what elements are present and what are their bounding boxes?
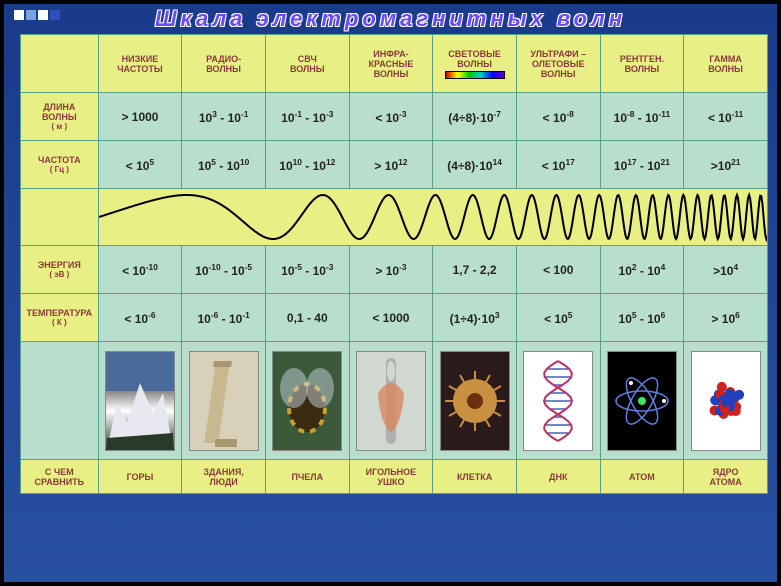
col-header: РЕНТГЕН.ВОЛНЫ xyxy=(600,35,684,93)
wave-row xyxy=(21,189,768,246)
value-cell: (4÷8)·1014 xyxy=(433,141,517,189)
value-cell: 10-10 - 10-5 xyxy=(182,246,266,294)
compare-cell: ГОРЫ xyxy=(98,460,182,494)
value-cell: < 10-6 xyxy=(98,294,182,342)
col-header: РАДИО-ВОЛНЫ xyxy=(182,35,266,93)
value-cell: < 1017 xyxy=(516,141,600,189)
value-cell: > 106 xyxy=(684,294,768,342)
data-row: ЭНЕРГИЯ( эВ )< 10-1010-10 - 10-510-5 - 1… xyxy=(21,246,768,294)
image-cell xyxy=(98,342,182,460)
value-cell: < 105 xyxy=(98,141,182,189)
compare-cell: ЯДРОАТОМА xyxy=(684,460,768,494)
row-label: ТЕМПЕРАТУРА( К ) xyxy=(21,294,99,342)
value-cell: < 105 xyxy=(516,294,600,342)
mountains-icon xyxy=(105,351,175,451)
value-cell: 10-8 - 10-11 xyxy=(600,93,684,141)
data-row: ДЛИНАВОЛНЫ( м )> 1000103 - 10-110-1 - 10… xyxy=(21,93,768,141)
value-cell: (4÷8)·10-7 xyxy=(433,93,517,141)
image-cell xyxy=(600,342,684,460)
image-cell xyxy=(265,342,349,460)
image-cell xyxy=(684,342,768,460)
value-cell: < 10-11 xyxy=(684,93,768,141)
value-cell: 10-1 - 10-3 xyxy=(265,93,349,141)
dna-icon xyxy=(523,351,593,451)
value-cell: 105 - 106 xyxy=(600,294,684,342)
image-cell xyxy=(433,342,517,460)
nucleus-icon xyxy=(691,351,761,451)
col-header: ИНФРА-КРАСНЫЕВОЛНЫ xyxy=(349,35,433,93)
value-cell: < 100 xyxy=(516,246,600,294)
image-row xyxy=(21,342,768,460)
wave-icon xyxy=(99,189,767,245)
value-cell: > 1000 xyxy=(98,93,182,141)
header-row: НИЗКИЕ ЧАСТОТЫРАДИО-ВОЛНЫСВЧВОЛНЫИНФРА-К… xyxy=(21,35,768,93)
value-cell: < 10-10 xyxy=(98,246,182,294)
col-header: ГАММАВОЛНЫ xyxy=(684,35,768,93)
value-cell: 0,1 - 40 xyxy=(265,294,349,342)
compare-cell: ДНК xyxy=(516,460,600,494)
image-cell xyxy=(349,342,433,460)
row-label: ЭНЕРГИЯ( эВ ) xyxy=(21,246,99,294)
value-cell: < 10-8 xyxy=(516,93,600,141)
compare-cell: ЗДАНИЯ,ЛЮДИ xyxy=(182,460,266,494)
col-header: НИЗКИЕ ЧАСТОТЫ xyxy=(98,35,182,93)
bee-icon xyxy=(272,351,342,451)
value-cell: < 1000 xyxy=(349,294,433,342)
atom-icon xyxy=(607,351,677,451)
data-row: ЧАСТОТА( Гц )< 105105 - 10101010 - 1012>… xyxy=(21,141,768,189)
wave-label xyxy=(21,189,99,246)
value-cell: >104 xyxy=(684,246,768,294)
value-cell: 10-6 - 10-1 xyxy=(182,294,266,342)
compare-row: С ЧЕМСРАВНИТЬГОРЫЗДАНИЯ,ЛЮДИПЧЕЛАИГОЛЬНО… xyxy=(21,460,768,494)
value-cell: 105 - 1010 xyxy=(182,141,266,189)
value-cell: 10-5 - 10-3 xyxy=(265,246,349,294)
cell-icon xyxy=(440,351,510,451)
page-title: Шкала электромагнитных волн xyxy=(4,6,777,32)
compare-label: С ЧЕМСРАВНИТЬ xyxy=(21,460,99,494)
value-cell: 1010 - 1012 xyxy=(265,141,349,189)
corner-cell xyxy=(21,35,99,93)
value-cell: > 1012 xyxy=(349,141,433,189)
needle-icon xyxy=(356,351,426,451)
compare-cell: АТОМ xyxy=(600,460,684,494)
em-spectrum-table: НИЗКИЕ ЧАСТОТЫРАДИО-ВОЛНЫСВЧВОЛНЫИНФРА-К… xyxy=(20,34,768,494)
row-label: ДЛИНАВОЛНЫ( м ) xyxy=(21,93,99,141)
image-row-label xyxy=(21,342,99,460)
value-cell: 1,7 - 2,2 xyxy=(433,246,517,294)
visible-spectrum-icon xyxy=(445,71,505,79)
tower-icon xyxy=(189,351,259,451)
data-row: ТЕМПЕРАТУРА( К )< 10-610-6 - 10-10,1 - 4… xyxy=(21,294,768,342)
value-cell: < 10-3 xyxy=(349,93,433,141)
image-cell xyxy=(182,342,266,460)
value-cell: 1017 - 1021 xyxy=(600,141,684,189)
wave-cell xyxy=(98,189,767,246)
value-cell: (1÷4)·103 xyxy=(433,294,517,342)
col-header: СВЧВОЛНЫ xyxy=(265,35,349,93)
col-header: УЛЬТРАФИ –ОЛЕТОВЫЕВОЛНЫ xyxy=(516,35,600,93)
row-label: ЧАСТОТА( Гц ) xyxy=(21,141,99,189)
compare-cell: ПЧЕЛА xyxy=(265,460,349,494)
value-cell: > 10-3 xyxy=(349,246,433,294)
compare-cell: ИГОЛЬНОЕУШКО xyxy=(349,460,433,494)
col-header: СВЕТОВЫЕВОЛНЫ xyxy=(433,35,517,93)
value-cell: >1021 xyxy=(684,141,768,189)
value-cell: 102 - 104 xyxy=(600,246,684,294)
image-cell xyxy=(516,342,600,460)
value-cell: 103 - 10-1 xyxy=(182,93,266,141)
compare-cell: КЛЕТКА xyxy=(433,460,517,494)
